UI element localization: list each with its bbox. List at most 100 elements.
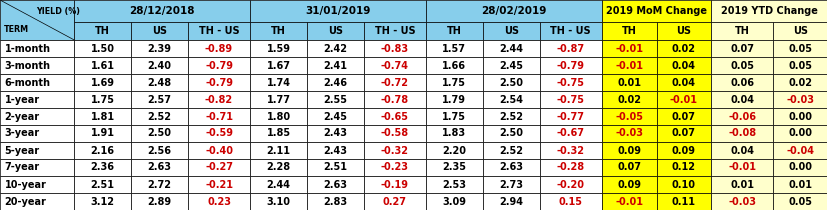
Text: 1-month: 1-month	[4, 43, 50, 54]
Text: 2.39: 2.39	[147, 43, 171, 54]
Bar	[710, 91, 772, 108]
Bar	[131, 22, 188, 40]
Bar	[131, 159, 188, 176]
Bar	[307, 74, 363, 91]
Text: -0.75: -0.75	[556, 94, 584, 105]
Text: 0.07: 0.07	[671, 129, 695, 139]
Bar	[131, 57, 188, 74]
Bar	[539, 125, 601, 142]
Bar	[188, 40, 250, 57]
Text: 0.01: 0.01	[788, 180, 812, 189]
Bar	[363, 91, 426, 108]
Text: US: US	[152, 26, 167, 36]
Bar	[307, 40, 363, 57]
Bar	[539, 40, 601, 57]
Text: -0.79: -0.79	[556, 60, 584, 71]
Bar	[656, 193, 710, 210]
Text: 0.12: 0.12	[671, 163, 695, 172]
Text: 0.07: 0.07	[671, 112, 695, 122]
Bar	[710, 125, 772, 142]
Text: -0.40: -0.40	[205, 146, 232, 155]
Bar	[188, 22, 250, 40]
Bar	[482, 74, 539, 91]
Bar	[772, 142, 827, 159]
Bar	[74, 74, 131, 91]
Bar	[601, 125, 656, 142]
Bar	[74, 193, 131, 210]
Text: -0.05: -0.05	[614, 112, 643, 122]
Text: -0.03: -0.03	[786, 94, 814, 105]
Text: 2-year: 2-year	[4, 112, 40, 122]
Text: -0.01: -0.01	[614, 197, 643, 206]
Text: -0.32: -0.32	[556, 146, 584, 155]
Text: 0.01: 0.01	[616, 77, 640, 88]
Text: 0.23: 0.23	[207, 197, 231, 206]
Text: 1.57: 1.57	[442, 43, 466, 54]
Bar	[656, 125, 710, 142]
Bar	[74, 176, 131, 193]
Text: 2.73: 2.73	[499, 180, 523, 189]
Bar	[74, 40, 131, 57]
Bar	[482, 125, 539, 142]
Bar	[131, 91, 188, 108]
Text: -0.77: -0.77	[556, 112, 584, 122]
Text: 1.91: 1.91	[91, 129, 115, 139]
Text: 2.63: 2.63	[499, 163, 523, 172]
Text: TERM: TERM	[4, 25, 29, 34]
Text: 1.66: 1.66	[442, 60, 466, 71]
Text: 1.83: 1.83	[442, 129, 466, 139]
Bar	[131, 40, 188, 57]
Text: 0.10: 0.10	[671, 180, 695, 189]
Bar	[131, 193, 188, 210]
Bar	[74, 22, 131, 40]
Text: -0.01: -0.01	[614, 43, 643, 54]
Text: 2.51: 2.51	[323, 163, 347, 172]
Bar	[539, 142, 601, 159]
Bar	[250, 142, 307, 159]
Text: -0.78: -0.78	[380, 94, 409, 105]
Bar	[482, 57, 539, 74]
Text: 2.46: 2.46	[323, 77, 347, 88]
Bar	[74, 0, 250, 22]
Text: 0.04: 0.04	[729, 94, 753, 105]
Text: 2.54: 2.54	[499, 94, 523, 105]
Text: 2.43: 2.43	[323, 146, 347, 155]
Text: 2.35: 2.35	[442, 163, 466, 172]
Text: -0.03: -0.03	[614, 129, 643, 139]
Text: 2.50: 2.50	[499, 77, 523, 88]
Text: -0.01: -0.01	[669, 94, 697, 105]
Text: 2.52: 2.52	[499, 112, 523, 122]
Text: -0.83: -0.83	[380, 43, 409, 54]
Bar	[188, 125, 250, 142]
Text: -0.58: -0.58	[380, 129, 409, 139]
Bar	[0, 91, 74, 108]
Bar	[307, 57, 363, 74]
Bar	[131, 74, 188, 91]
Bar	[426, 0, 601, 22]
Bar	[188, 159, 250, 176]
Bar	[74, 142, 131, 159]
Bar	[482, 40, 539, 57]
Bar	[250, 125, 307, 142]
Bar	[656, 108, 710, 125]
Bar	[307, 193, 363, 210]
Bar	[0, 108, 74, 125]
Text: 2.43: 2.43	[323, 129, 347, 139]
Text: 0.09: 0.09	[671, 146, 695, 155]
Text: -0.01: -0.01	[728, 163, 755, 172]
Bar	[772, 57, 827, 74]
Bar	[131, 108, 188, 125]
Bar	[74, 108, 131, 125]
Text: 2.50: 2.50	[499, 129, 523, 139]
Text: -0.32: -0.32	[380, 146, 409, 155]
Bar	[482, 108, 539, 125]
Text: 3.10: 3.10	[266, 197, 290, 206]
Bar	[772, 74, 827, 91]
Text: 2.16: 2.16	[91, 146, 115, 155]
Text: 0.04: 0.04	[671, 60, 695, 71]
Bar	[656, 142, 710, 159]
Text: 1.59: 1.59	[266, 43, 290, 54]
Bar	[426, 159, 482, 176]
Bar	[710, 142, 772, 159]
Bar	[307, 125, 363, 142]
